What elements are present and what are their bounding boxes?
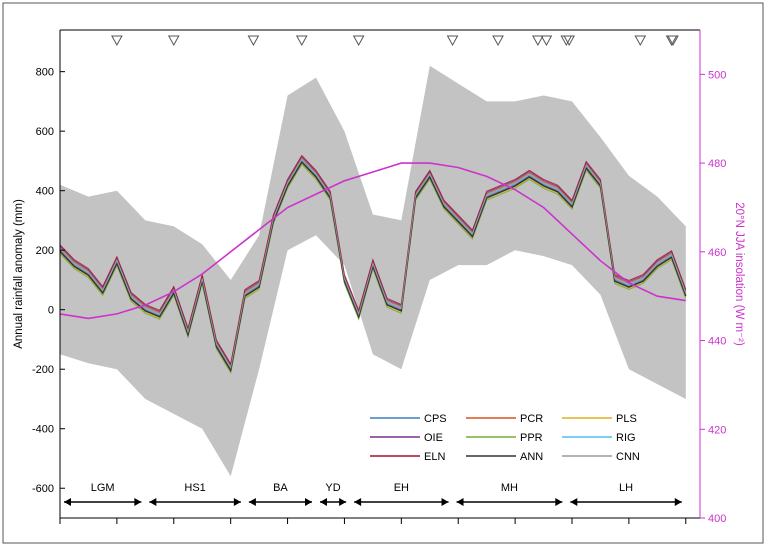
period-label-mh: MH — [501, 482, 518, 494]
insolation-curve — [59, 162, 686, 320]
series-line-eln — [59, 154, 687, 366]
y-tick-label: -600 — [32, 483, 54, 495]
period-arrowhead — [354, 498, 362, 506]
event-marker-triangle — [492, 35, 504, 47]
y-tick-label: 0 — [48, 305, 54, 317]
period-label-hs1: HS1 — [184, 482, 205, 494]
y-tick-label: 800 — [36, 67, 54, 79]
period-label-eh: EH — [394, 482, 409, 494]
period-arrowhead — [456, 498, 464, 506]
y-tick-label: -400 — [32, 424, 54, 436]
y-right-tick-label: 400 — [708, 513, 726, 525]
period-arrowhead — [305, 498, 312, 506]
y-right-tick-label: 480 — [708, 158, 726, 170]
y-right-tick-label: 420 — [708, 424, 726, 436]
figure-border — [2, 2, 764, 544]
y-axis-label: Annual rainfall anomaly (mm) — [13, 199, 25, 349]
event-marker-triangle — [634, 35, 647, 47]
y-right-tick-label: 500 — [708, 69, 726, 81]
legend-label-pcr: PCR — [520, 413, 543, 425]
event-marker-triangle — [167, 35, 180, 47]
period-label-ba: BA — [273, 482, 288, 494]
event-marker-triangle — [540, 35, 553, 47]
legend-label-pls: PLS — [616, 413, 637, 425]
event-marker-triangle — [563, 35, 576, 47]
y-right-tick-label: 460 — [708, 247, 726, 259]
series-line-ann — [59, 160, 687, 373]
period-arrowhead — [248, 498, 256, 506]
legend-label-rig: RIG — [616, 432, 636, 444]
period-arrowhead — [555, 498, 563, 506]
period-arrowhead — [570, 498, 578, 506]
period-arrowhead — [134, 498, 142, 506]
y-tick-label: -200 — [32, 364, 54, 376]
legend-label-oie: OIE — [424, 432, 443, 444]
legend-label-ann: ANN — [520, 451, 543, 463]
series-line-cnn — [59, 158, 687, 370]
y-right-tick-label: 440 — [708, 336, 726, 348]
period-arrowhead — [64, 498, 71, 506]
legend-label-cnn: CNN — [616, 451, 640, 463]
uncertainty-envelope — [60, 65, 686, 477]
y-right-axis-label: 20°N JJA insolation (W m⁻²) — [733, 202, 745, 346]
legend-label-ppr: PPR — [520, 432, 543, 444]
legend-label-eln: ELN — [424, 451, 445, 463]
period-arrowhead — [339, 498, 347, 506]
event-marker-triangle — [667, 35, 679, 47]
event-marker-triangle — [532, 35, 544, 47]
period-arrowhead — [441, 498, 449, 506]
period-arrowhead — [149, 498, 157, 506]
event-marker-triangle — [247, 35, 260, 47]
y-tick-label: 200 — [36, 245, 54, 257]
period-arrowhead — [674, 498, 682, 506]
event-marker-triangle — [295, 35, 308, 47]
event-marker-triangle — [352, 35, 365, 47]
event-marker-triangle — [446, 35, 459, 47]
legend-label-cps: CPS — [424, 413, 447, 425]
period-label-yd: YD — [325, 482, 340, 494]
period-arrowhead — [320, 498, 327, 506]
legend: CPS PCR PLS OIE PPR RIG ELN ANN CNN — [370, 413, 640, 463]
y-tick-label: 600 — [36, 126, 54, 138]
period-label-lgm: LGM — [91, 482, 115, 494]
event-marker-triangle — [111, 35, 123, 47]
period-arrowhead — [233, 498, 241, 506]
y-tick-label: 400 — [36, 186, 54, 198]
period-label-lh: LH — [619, 482, 633, 494]
